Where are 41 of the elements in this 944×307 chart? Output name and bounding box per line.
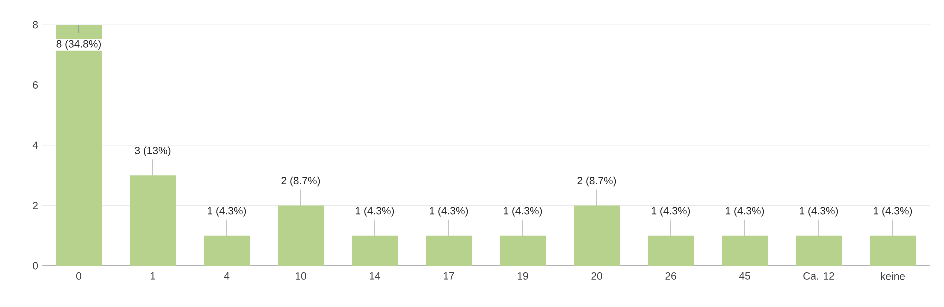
data-label: 2 (8.7%): [282, 176, 320, 187]
data-label: 2 (8.7%): [578, 176, 616, 187]
x-tick-label: 4: [224, 272, 230, 280]
bar: [352, 236, 398, 266]
bar: [796, 236, 842, 266]
y-tick-label: 2: [33, 202, 38, 210]
data-label: 1 (4.3%): [652, 207, 690, 217]
x-tick-label: 0: [76, 272, 82, 280]
data-label: 1 (4.3%): [504, 207, 542, 217]
x-tick-label: 20: [592, 272, 602, 280]
x-tick-label: 19: [518, 272, 528, 280]
y-tick-label: 6: [33, 82, 38, 89]
x-tick-label: 26: [666, 272, 676, 280]
bar: [722, 236, 768, 266]
x-tick-label: keine: [881, 272, 906, 280]
data-label: 1 (4.3%): [430, 207, 468, 217]
bar: [56, 25, 102, 266]
bar: [204, 236, 250, 266]
data-label: 1 (4.3%): [356, 207, 394, 217]
bar: [648, 236, 694, 266]
data-label: 3 (13%): [135, 146, 171, 157]
bar: [426, 236, 472, 266]
data-label: 1 (4.3%): [800, 207, 838, 217]
x-tick-label: 45: [739, 272, 750, 280]
y-tick-label: 0: [33, 262, 38, 270]
y-tick-label: 8: [33, 21, 38, 29]
bar: [278, 206, 324, 266]
bar: [574, 206, 620, 266]
x-tick-label: 14: [370, 272, 381, 280]
data-label: 1 (4.3%): [726, 207, 764, 217]
data-label: 1 (4.3%): [208, 207, 246, 217]
x-tick-label: 17: [444, 272, 454, 280]
x-tick-label: Ca. 12: [804, 272, 834, 280]
bar: [870, 236, 916, 266]
bar: [500, 236, 546, 266]
x-tick-label: 10: [296, 272, 306, 280]
x-tick-label: 1: [150, 272, 156, 280]
y-tick-label: 4: [32, 142, 38, 150]
bar: [130, 176, 176, 266]
data-label: 8 (34.8%): [56, 40, 102, 50]
data-label: 1 (4.3%): [874, 207, 912, 217]
